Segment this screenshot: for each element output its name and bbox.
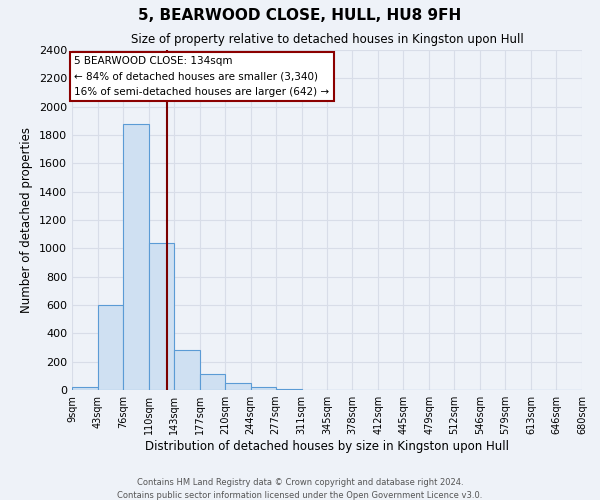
Bar [174,350,200,390]
X-axis label: Distribution of detached houses by size in Kingston upon Hull: Distribution of detached houses by size … [145,440,509,453]
Text: Contains HM Land Registry data © Crown copyright and database right 2024.
Contai: Contains HM Land Registry data © Crown c… [118,478,482,500]
Text: 5, BEARWOOD CLOSE, HULL, HU8 9FH: 5, BEARWOOD CLOSE, HULL, HU8 9FH [139,8,461,22]
Bar [225,383,251,390]
Bar [123,124,149,390]
Bar [72,387,98,390]
Bar [200,374,225,390]
Y-axis label: Number of detached properties: Number of detached properties [20,127,34,313]
Text: 5 BEARWOOD CLOSE: 134sqm
← 84% of detached houses are smaller (3,340)
16% of sem: 5 BEARWOOD CLOSE: 134sqm ← 84% of detach… [74,56,329,97]
Title: Size of property relative to detached houses in Kingston upon Hull: Size of property relative to detached ho… [131,33,523,46]
Bar [251,387,275,390]
Bar [98,305,123,390]
Bar [149,244,174,390]
